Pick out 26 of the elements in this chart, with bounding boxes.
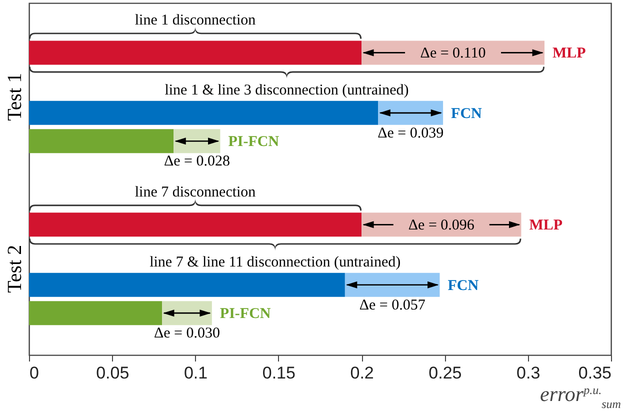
annotation: line 7 & line 11 disconnection (untrained) [150, 254, 401, 271]
data-label: Δe = 0.110 [420, 46, 486, 62]
annotation: MLP [552, 46, 586, 62]
text: Test 2 [4, 244, 26, 293]
annotation: PI-FCN [228, 134, 280, 150]
x-tick-label: 0.05 [96, 364, 130, 382]
data-label: Δe = 0.039 [378, 125, 444, 142]
x-tick-label: 0.2 [350, 364, 374, 382]
annotation: line 1 disconnection [134, 12, 256, 29]
x-tick-label: 0.3 [516, 364, 540, 382]
annotation: MLP [529, 218, 563, 234]
annotation: line 1 & line 3 disconnection (untrained) [164, 82, 409, 99]
x-tick-label: 0.35 [578, 364, 612, 382]
annotation: FCN [451, 106, 482, 122]
text: Test 1 [4, 72, 26, 121]
x-tick-label: 0.1 [184, 364, 208, 382]
x-tick-label: 0 [30, 364, 39, 382]
data-label: Δe = 0.057 [359, 297, 426, 314]
data-label: Δe = 0.028 [164, 154, 230, 170]
x-tick-label: 0.25 [428, 364, 462, 382]
data-label: Δe = 0.030 [154, 326, 220, 342]
annotation: line 7 disconnection [134, 184, 256, 201]
x-tick-label: 0.15 [262, 364, 296, 382]
annotation: PI-FCN [220, 306, 271, 322]
data-label: Δe = 0.096 [408, 218, 475, 234]
annotation: FCN [448, 278, 479, 294]
